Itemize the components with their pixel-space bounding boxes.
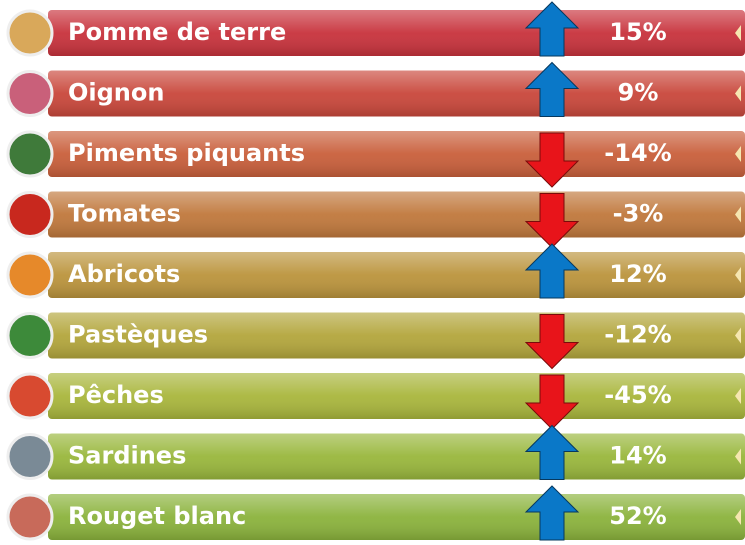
item-change: -12% bbox=[604, 321, 671, 349]
row-tab bbox=[735, 25, 741, 41]
item-change: 12% bbox=[609, 260, 666, 288]
arrow-down bbox=[524, 314, 580, 370]
arrow-down bbox=[524, 132, 580, 188]
item-change: 9% bbox=[618, 79, 659, 107]
arrow-up bbox=[524, 1, 580, 57]
item-icon bbox=[6, 493, 54, 541]
item-icon bbox=[6, 372, 54, 420]
item-label: Pomme de terre bbox=[68, 18, 286, 46]
item-label: Sardines bbox=[68, 442, 186, 470]
item-icon bbox=[6, 130, 54, 178]
item-label: Oignon bbox=[68, 79, 164, 107]
row-tab bbox=[735, 146, 741, 162]
arrow-up bbox=[524, 243, 580, 299]
row-tab bbox=[735, 206, 741, 223]
row-tab bbox=[735, 267, 741, 283]
item-change: -14% bbox=[604, 139, 671, 167]
arrow-up bbox=[524, 485, 580, 541]
arrow-up bbox=[524, 61, 580, 117]
item-icon bbox=[6, 433, 54, 480]
item-change: 15% bbox=[609, 18, 666, 46]
row-tab bbox=[735, 327, 741, 344]
arrow-down bbox=[524, 193, 580, 249]
item-icon bbox=[6, 9, 54, 57]
item-label: Abricots bbox=[68, 260, 180, 288]
item-change: -3% bbox=[613, 200, 664, 228]
item-label: Pêches bbox=[68, 381, 164, 409]
arrow-up bbox=[524, 424, 580, 480]
item-label: Pastèques bbox=[68, 321, 208, 349]
item-change: -45% bbox=[604, 381, 671, 409]
row-tab bbox=[735, 388, 741, 404]
item-change: 14% bbox=[609, 442, 666, 470]
row-tab bbox=[735, 509, 741, 525]
row-tab bbox=[735, 448, 741, 465]
item-label: Rouget blanc bbox=[68, 502, 246, 530]
item-icon bbox=[6, 70, 54, 117]
item-label: Tomates bbox=[68, 200, 181, 228]
arrow-down bbox=[524, 374, 580, 430]
row-tab bbox=[735, 85, 741, 102]
item-label: Piments piquants bbox=[68, 139, 305, 167]
item-icon bbox=[6, 312, 54, 359]
item-icon bbox=[6, 251, 54, 299]
item-icon bbox=[6, 191, 54, 238]
item-change: 52% bbox=[609, 502, 666, 530]
